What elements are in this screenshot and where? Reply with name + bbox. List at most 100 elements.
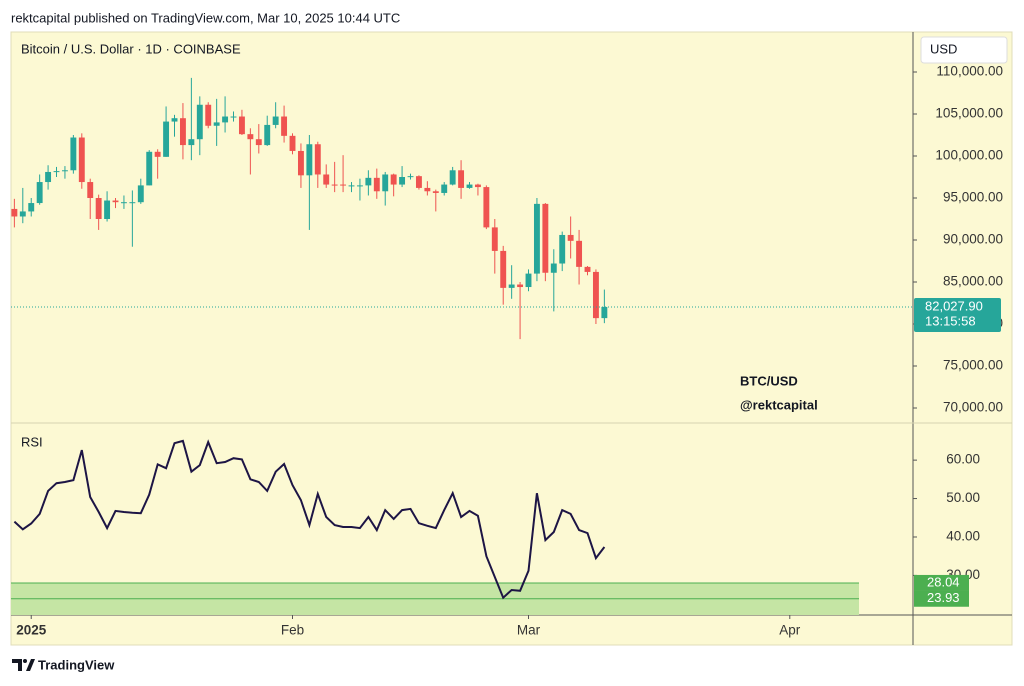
footer-brand: TradingView xyxy=(38,657,115,672)
candle-body xyxy=(348,185,355,187)
candle-body xyxy=(533,203,540,274)
candle-body xyxy=(19,211,26,217)
publish-header: rektcapital published on TradingView.com… xyxy=(11,10,400,25)
candle-body xyxy=(272,116,279,125)
candle-body xyxy=(323,174,330,185)
candle-body xyxy=(550,263,557,273)
candle-body xyxy=(112,200,119,203)
candle-body xyxy=(70,137,77,171)
plot-layer: 70,000.0075,000.0080,000.0085,000.0090,0… xyxy=(11,64,1003,638)
candle-body xyxy=(559,234,566,264)
y-tick-label: 60.00 xyxy=(946,452,980,467)
candle-body xyxy=(120,202,127,204)
candle-body xyxy=(340,184,347,186)
candle-body xyxy=(314,144,321,175)
candle-body xyxy=(601,306,608,319)
y-tick-label: 70,000.00 xyxy=(943,400,1003,415)
candle-body xyxy=(146,151,153,186)
candle-body xyxy=(95,197,102,219)
candle-body xyxy=(78,137,85,183)
y-tick-label: 85,000.00 xyxy=(943,274,1003,289)
candle-body xyxy=(230,116,237,118)
candle-body xyxy=(474,184,481,188)
y-tick-label: 100,000.00 xyxy=(935,148,1003,163)
candle-body xyxy=(238,116,245,135)
candle-body xyxy=(483,187,490,228)
candle-body xyxy=(365,177,372,186)
candle-body xyxy=(500,250,507,288)
y-tick-label: 90,000.00 xyxy=(943,232,1003,247)
candle-body xyxy=(390,174,397,185)
candle-body xyxy=(466,184,473,188)
candle-body xyxy=(196,104,203,140)
candle-body xyxy=(584,266,591,272)
candle-body xyxy=(281,116,288,136)
candle-body xyxy=(415,176,422,188)
candle-body xyxy=(205,104,212,126)
candle-body xyxy=(129,202,136,204)
bar-countdown: 13:15:58 xyxy=(925,313,976,328)
candle-body xyxy=(432,191,439,193)
candle-body xyxy=(331,184,338,186)
rsi-line xyxy=(13,439,606,600)
candle-body xyxy=(163,121,170,157)
y-tick-label: 40.00 xyxy=(946,529,980,544)
chart-frame xyxy=(10,31,1013,646)
candle-body xyxy=(508,284,515,288)
candle-body xyxy=(179,118,186,146)
candle-body xyxy=(28,203,35,212)
candle-body xyxy=(576,240,583,267)
candle-body xyxy=(517,284,524,288)
candle-body xyxy=(306,144,313,176)
candle-body xyxy=(424,187,431,192)
candle-body xyxy=(137,185,144,203)
tradingview-logo xyxy=(12,659,35,671)
candle-body xyxy=(264,124,271,146)
currency[interactable]: USD xyxy=(930,41,957,56)
x-tick-label: 2025 xyxy=(16,623,47,638)
y-tick-label: 105,000.00 xyxy=(935,106,1003,121)
candle-body xyxy=(222,116,229,123)
y-tick-label: 75,000.00 xyxy=(943,358,1003,373)
candle-body xyxy=(407,176,414,178)
candle-body xyxy=(449,170,456,185)
candle-body xyxy=(36,182,43,204)
candle-body xyxy=(87,182,94,198)
annotation: @rektcapital xyxy=(740,397,818,412)
candle-body xyxy=(289,135,296,151)
candle-body xyxy=(542,203,549,273)
candle-body xyxy=(525,273,532,288)
candle-body xyxy=(213,122,220,126)
candle-body xyxy=(441,184,448,193)
candle-body xyxy=(458,170,465,188)
candle-body xyxy=(104,200,111,219)
candle-body xyxy=(297,150,304,176)
candle-body xyxy=(255,139,262,146)
candle-body xyxy=(53,171,60,173)
candle-body xyxy=(373,177,380,192)
level-label: 28.04 xyxy=(927,574,960,589)
candle-body xyxy=(45,171,52,183)
candle-body xyxy=(171,118,178,122)
last-price-box xyxy=(914,297,1001,332)
annotation: BTC/USD xyxy=(740,373,798,388)
last-price-label: 82,027.90 xyxy=(925,298,983,313)
candle-body xyxy=(61,170,68,172)
candle-body xyxy=(154,151,161,157)
y-tick-label: 50.00 xyxy=(946,490,980,505)
candle-body xyxy=(356,185,363,187)
level-label: 23.93 xyxy=(927,590,960,605)
candle-body xyxy=(188,139,195,146)
x-tick-label: Apr xyxy=(779,623,801,638)
candle-body xyxy=(247,134,254,140)
candle-body xyxy=(11,208,18,217)
x-tick-label: Mar xyxy=(517,623,541,638)
candle-body xyxy=(567,234,574,241)
level-box xyxy=(914,590,969,607)
level-box xyxy=(914,574,969,591)
candle-body xyxy=(491,227,498,251)
currency-box[interactable] xyxy=(920,36,1008,64)
y-tick-label: 110,000.00 xyxy=(936,64,1003,79)
rsi-title: RSI xyxy=(21,434,43,449)
